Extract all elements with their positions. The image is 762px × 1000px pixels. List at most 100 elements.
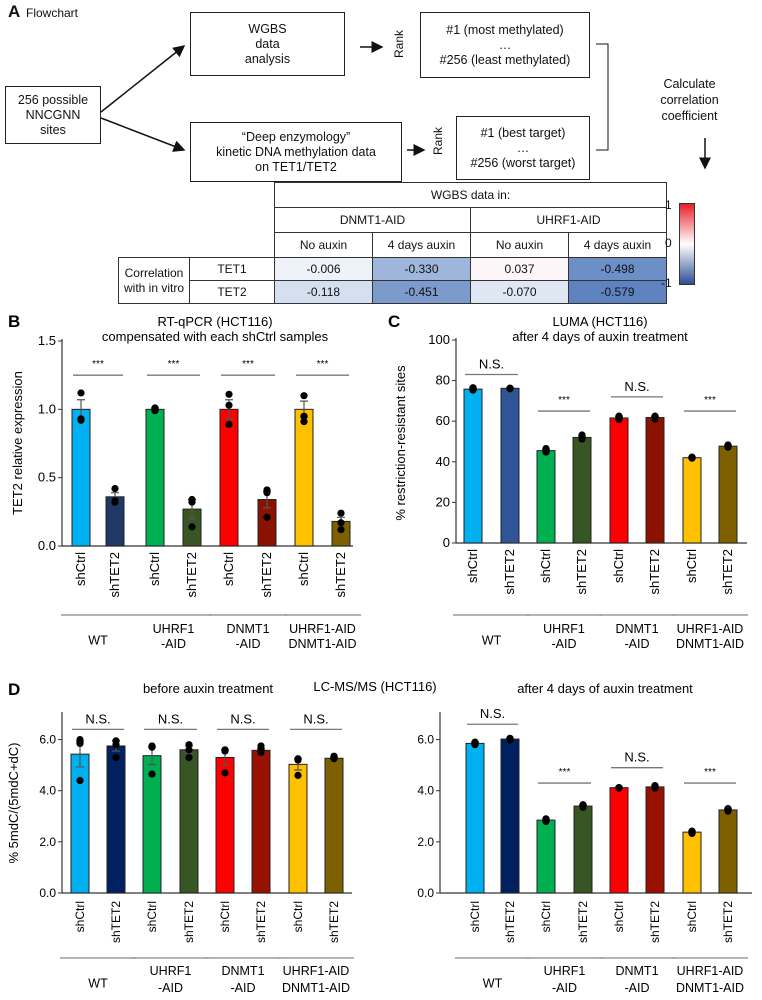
chart-title: after 4 days of auxin treatment xyxy=(512,329,688,344)
y-tick-label: 80 xyxy=(436,373,450,388)
colorbar xyxy=(679,203,695,285)
group-label: WT xyxy=(88,634,108,648)
bar xyxy=(324,757,344,894)
category-label: shCtrl xyxy=(685,901,699,932)
category-label: shTET2 xyxy=(327,901,341,943)
data-point xyxy=(615,415,623,424)
rank-line: … xyxy=(498,37,512,52)
significance-label: *** xyxy=(559,767,571,778)
group-label: UHRF1-AID xyxy=(677,964,744,978)
data-point xyxy=(185,741,193,749)
data-point xyxy=(148,743,156,751)
data-point xyxy=(188,498,196,506)
flowchart-arrows xyxy=(100,41,711,170)
table-cell: -0.006 xyxy=(274,257,373,281)
data-point xyxy=(542,817,550,826)
category-label: shCtrl xyxy=(611,549,626,583)
data-point xyxy=(76,776,84,785)
category-label: shTET2 xyxy=(254,901,268,943)
data-point xyxy=(300,418,308,426)
category-label: shCtrl xyxy=(538,549,553,583)
data-point xyxy=(651,784,659,792)
data-point xyxy=(300,412,308,420)
bar xyxy=(682,457,702,544)
y-tick-label: 6.0 xyxy=(417,733,434,747)
y-axis-label: % 5mdC/(5mdC+dC) xyxy=(6,742,21,863)
enzymology-box: “Deep enzymology” kinetic DNA methylatio… xyxy=(190,122,402,182)
bar xyxy=(179,749,199,894)
y-tick-label: 40 xyxy=(436,454,450,469)
y-tick-label: 0.0 xyxy=(38,538,56,553)
data-point xyxy=(337,509,345,517)
group-label: -AID xyxy=(552,981,577,995)
data-point xyxy=(294,756,302,764)
group-label: WT xyxy=(88,977,108,991)
significance-label: N.S. xyxy=(158,711,183,726)
bar xyxy=(288,763,308,894)
category-label: shCtrl xyxy=(468,901,482,932)
data-point xyxy=(257,748,265,756)
bar xyxy=(536,450,556,544)
bar xyxy=(645,417,665,544)
y-tick-label: 1.5 xyxy=(38,333,56,348)
colorbar-max: 1 xyxy=(665,198,672,212)
data-point xyxy=(300,392,308,400)
category-label: shTET2 xyxy=(333,552,348,598)
source-line: sites xyxy=(40,122,66,137)
y-tick-label: 0 xyxy=(443,535,450,550)
bar xyxy=(536,819,556,894)
category-label: shCtrl xyxy=(73,901,87,932)
source-line: NNCGNN xyxy=(25,107,81,122)
bar xyxy=(215,756,235,894)
category-label: shCtrl xyxy=(145,901,159,932)
source-line: 256 possible xyxy=(17,92,89,107)
wgbs-line: WGBS xyxy=(248,21,287,36)
category-label: shCtrl xyxy=(539,901,553,932)
panel-letter: D xyxy=(8,680,20,699)
data-point xyxy=(185,753,193,762)
data-point xyxy=(330,755,338,763)
significance-label: *** xyxy=(558,395,570,406)
category-label: shTET2 xyxy=(503,901,517,943)
group-label: UHRF1 xyxy=(544,964,586,978)
calc-line: coefficient xyxy=(661,109,718,123)
y-tick-label: 1.0 xyxy=(38,401,56,416)
data-point xyxy=(112,753,120,762)
data-point xyxy=(506,736,514,744)
group-label: UHRF1 xyxy=(543,622,585,636)
bar xyxy=(71,408,91,547)
significance-label: *** xyxy=(92,359,104,370)
significance-label: N.S. xyxy=(480,706,505,721)
y-tick-label: 0.5 xyxy=(38,470,56,485)
significance-label: *** xyxy=(704,767,716,778)
row-label: TET2 xyxy=(189,280,275,304)
y-tick-label: 20 xyxy=(436,494,450,509)
rank-line: #256 (least methylated) xyxy=(439,52,571,67)
group-label: -AID xyxy=(161,637,186,651)
category-label: shTET2 xyxy=(720,549,735,595)
category-label: shTET2 xyxy=(721,901,735,943)
table-cell: -0.498 xyxy=(568,257,667,281)
colorbar-min: -1 xyxy=(661,276,672,290)
category-label: shCtrl xyxy=(221,552,236,586)
significance-label: *** xyxy=(704,395,716,406)
significance-label: *** xyxy=(242,359,254,370)
group-label: DNMT1-AID xyxy=(676,981,744,995)
group-label: UHRF1 xyxy=(153,622,195,636)
y-tick-label: 4.0 xyxy=(417,784,434,798)
group-label: DNMT1-AID xyxy=(288,637,356,651)
category-label: shCtrl xyxy=(147,552,162,586)
group-label: UHRF1-AID xyxy=(677,622,744,636)
group-label: WT xyxy=(483,977,503,991)
bar xyxy=(219,408,239,547)
category-label: shCtrl xyxy=(218,901,232,932)
significance-label: *** xyxy=(168,359,180,370)
enzymology-line: kinetic DNA methylation data xyxy=(216,144,376,159)
table-cell: -0.579 xyxy=(568,280,667,304)
chart-title: LC-MS/MS (HCT116) xyxy=(313,679,436,694)
table-cell: -0.118 xyxy=(274,280,373,304)
category-label: shTET2 xyxy=(576,901,590,943)
colorbar-mid: 0 xyxy=(665,236,672,250)
row-header: Correlation with in vitro xyxy=(118,257,190,304)
